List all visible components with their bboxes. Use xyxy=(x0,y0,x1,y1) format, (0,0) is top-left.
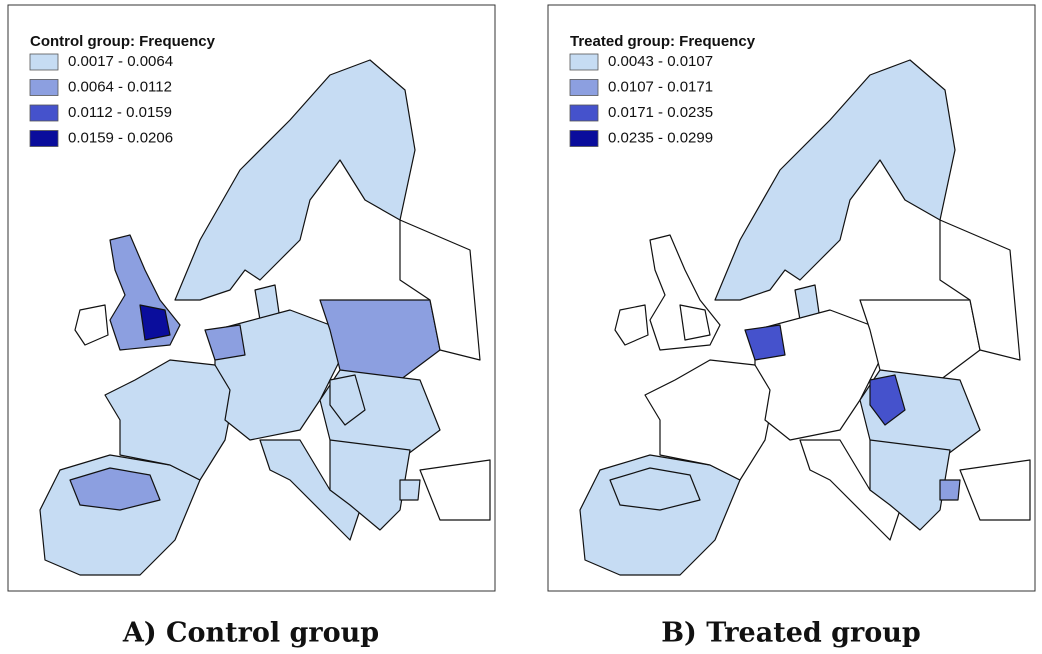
map xyxy=(579,59,1031,576)
region xyxy=(419,459,491,521)
legend-swatch xyxy=(569,53,599,71)
caption: B) Treated group xyxy=(661,618,921,649)
legend-swatch xyxy=(569,104,599,122)
legend-label: 0.0235 - 0.0299 xyxy=(608,129,713,146)
region xyxy=(714,59,956,301)
region xyxy=(939,479,961,501)
region xyxy=(959,459,1031,521)
region xyxy=(74,304,109,346)
legend-title: Treated group: Frequency xyxy=(570,33,756,50)
legend-label: 0.0043 - 0.0107 xyxy=(608,53,713,70)
region xyxy=(614,304,649,346)
panel-frame xyxy=(547,4,1036,592)
region xyxy=(139,304,171,341)
region xyxy=(644,359,776,481)
region xyxy=(329,439,411,531)
legend-label: 0.0107 - 0.0171 xyxy=(608,78,713,95)
region xyxy=(69,467,161,511)
legend-label: 0.0112 - 0.0159 xyxy=(68,104,172,121)
legend-swatch xyxy=(29,79,59,96)
legend-label: 0.0017 - 0.0064 xyxy=(68,53,173,70)
region xyxy=(679,304,711,341)
legend-label: 0.0159 - 0.0206 xyxy=(68,129,173,146)
legend-swatch xyxy=(29,104,59,122)
legend-label: 0.0171 - 0.0235 xyxy=(608,104,713,121)
region xyxy=(869,439,951,531)
region xyxy=(859,299,981,381)
legend-swatch xyxy=(569,130,599,147)
region xyxy=(609,467,701,511)
region xyxy=(399,219,481,361)
legend-swatch xyxy=(29,130,59,147)
legend-label: 0.0064 - 0.0112 xyxy=(68,78,172,95)
legend-swatch xyxy=(569,79,599,96)
region xyxy=(214,309,341,441)
region xyxy=(744,324,786,361)
region xyxy=(939,219,1021,361)
region xyxy=(329,374,366,426)
region xyxy=(319,299,441,381)
panel-frame xyxy=(7,4,496,592)
region xyxy=(174,59,416,301)
region xyxy=(204,324,246,361)
map xyxy=(39,59,491,576)
caption: A) Control group xyxy=(122,618,379,649)
region xyxy=(104,359,236,481)
legend-title: Control group: Frequency xyxy=(30,33,216,50)
region xyxy=(799,439,901,541)
region xyxy=(399,479,421,501)
region xyxy=(754,309,881,441)
legend-swatch xyxy=(29,53,59,71)
region xyxy=(869,374,906,426)
region xyxy=(259,439,361,541)
